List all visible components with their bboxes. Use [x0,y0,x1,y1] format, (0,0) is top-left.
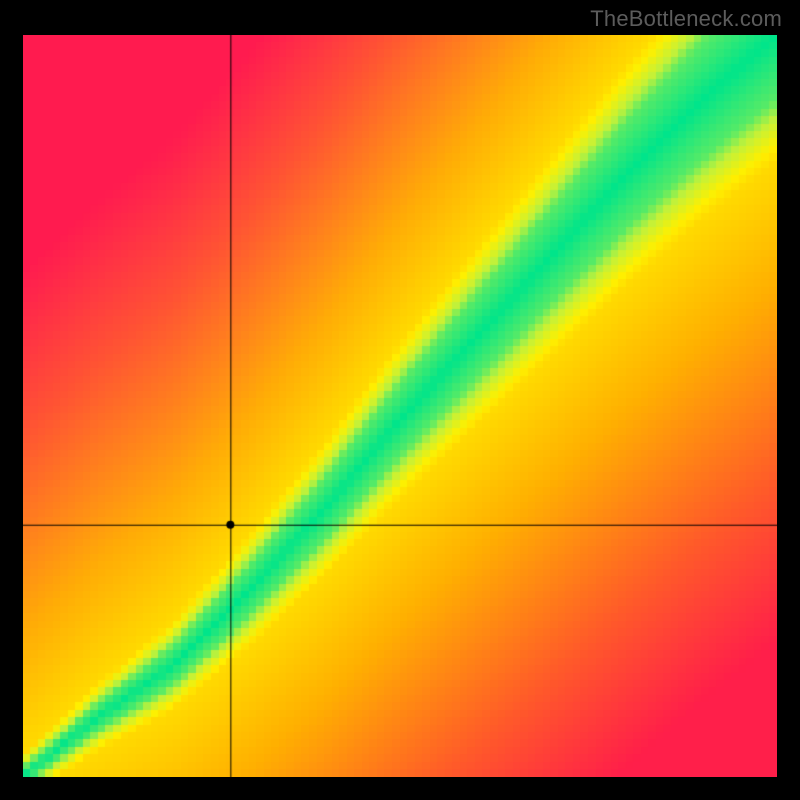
watermark-text: TheBottleneck.com [590,6,782,32]
chart-wrapper: { "watermark": { "text": "TheBottleneck.… [0,0,800,800]
bottleneck-heatmap [23,35,777,777]
